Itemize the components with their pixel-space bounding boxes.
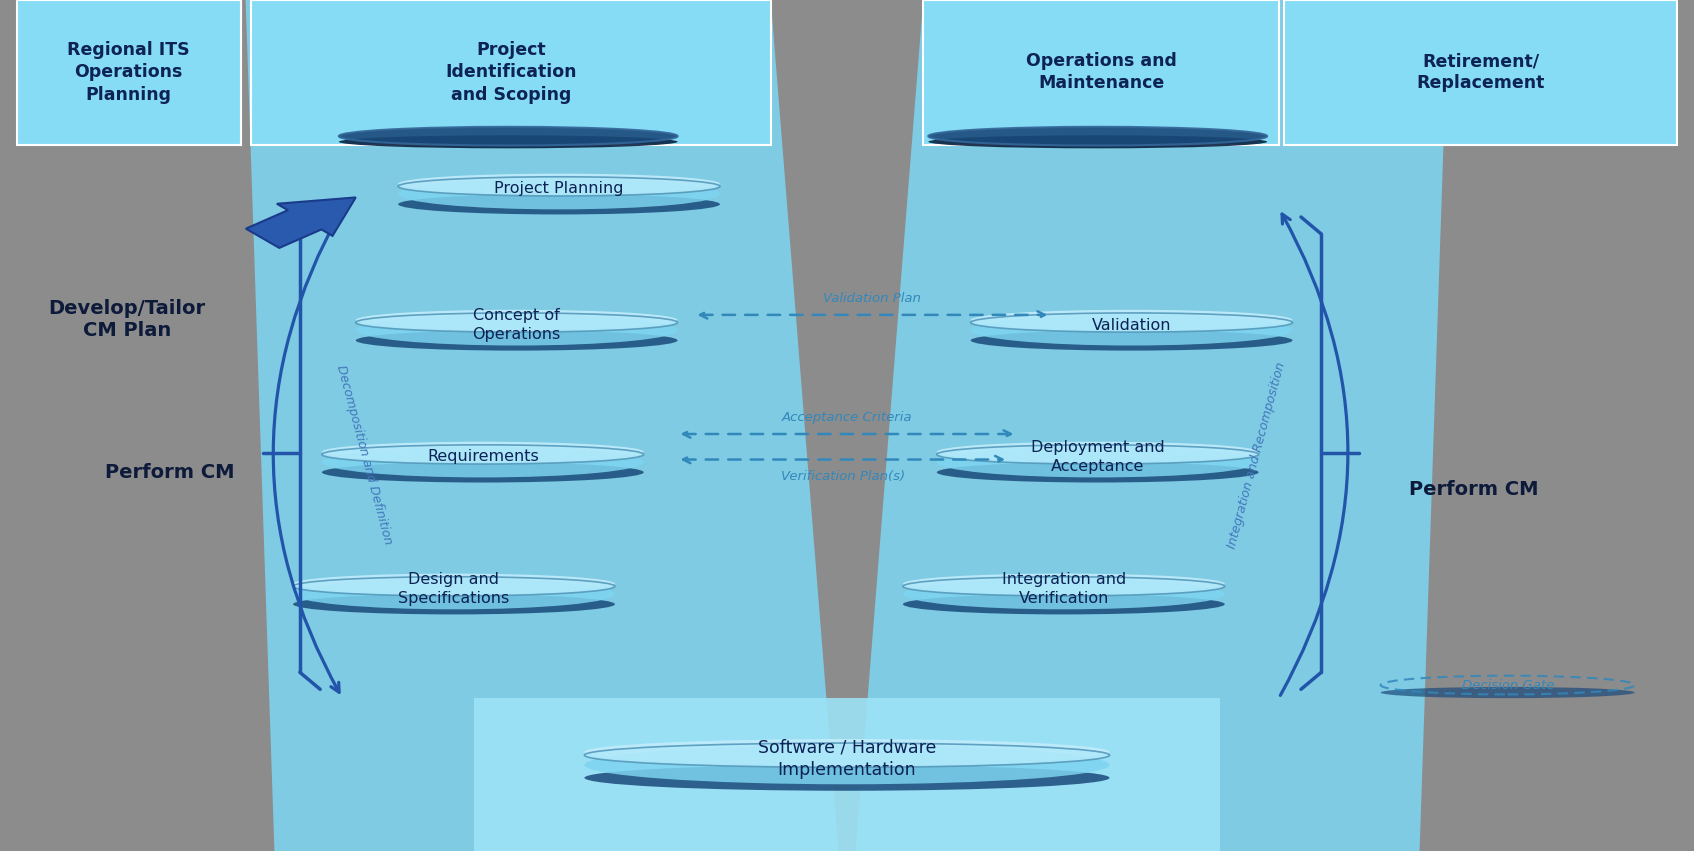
- Bar: [1284, 0, 1677, 145]
- Ellipse shape: [322, 442, 644, 462]
- Text: Perform CM: Perform CM: [105, 463, 234, 482]
- Ellipse shape: [339, 127, 678, 146]
- Text: Retirement/
Replacement: Retirement/ Replacement: [1416, 52, 1545, 93]
- Ellipse shape: [398, 179, 720, 209]
- Text: Develop/Tailor
CM Plan: Develop/Tailor CM Plan: [49, 299, 205, 340]
- Ellipse shape: [356, 315, 678, 346]
- Text: Integration and Recomposition: Integration and Recomposition: [1226, 361, 1287, 550]
- Ellipse shape: [903, 577, 1225, 596]
- Ellipse shape: [293, 594, 615, 614]
- Ellipse shape: [971, 313, 1293, 332]
- Ellipse shape: [293, 579, 615, 609]
- Ellipse shape: [937, 447, 1259, 477]
- Ellipse shape: [398, 194, 720, 214]
- Text: Decomposition and Definition: Decomposition and Definition: [334, 364, 395, 546]
- Ellipse shape: [903, 594, 1225, 614]
- Ellipse shape: [356, 313, 678, 332]
- Ellipse shape: [398, 174, 720, 194]
- Text: Project
Identification
and Scoping: Project Identification and Scoping: [446, 41, 576, 104]
- Polygon shape: [246, 0, 839, 851]
- Ellipse shape: [928, 135, 1267, 148]
- Polygon shape: [855, 0, 1448, 851]
- Ellipse shape: [322, 462, 644, 483]
- Ellipse shape: [937, 445, 1259, 464]
- Ellipse shape: [937, 442, 1259, 462]
- Bar: [17, 0, 241, 145]
- Text: Regional ITS
Operations
Planning: Regional ITS Operations Planning: [68, 41, 190, 104]
- Ellipse shape: [971, 310, 1293, 330]
- Ellipse shape: [928, 127, 1267, 146]
- Ellipse shape: [584, 765, 1110, 791]
- Text: Acceptance Criteria: Acceptance Criteria: [781, 411, 913, 424]
- Ellipse shape: [322, 447, 644, 477]
- Ellipse shape: [293, 574, 615, 594]
- Text: Requirements: Requirements: [427, 449, 539, 465]
- Ellipse shape: [971, 330, 1293, 351]
- FancyArrow shape: [246, 197, 356, 248]
- Ellipse shape: [293, 577, 615, 596]
- Text: Project Planning: Project Planning: [495, 181, 623, 197]
- Text: Perform CM: Perform CM: [1409, 480, 1538, 499]
- Ellipse shape: [903, 574, 1225, 594]
- Text: Validation Plan: Validation Plan: [823, 292, 922, 305]
- Ellipse shape: [584, 745, 1110, 785]
- Text: Concept of
Operations: Concept of Operations: [473, 308, 561, 342]
- Bar: [251, 0, 771, 145]
- Ellipse shape: [903, 579, 1225, 609]
- Polygon shape: [474, 698, 1220, 851]
- Ellipse shape: [356, 330, 678, 351]
- Ellipse shape: [584, 739, 1110, 765]
- Ellipse shape: [937, 462, 1259, 483]
- Ellipse shape: [339, 135, 678, 148]
- Text: Deployment and
Acceptance: Deployment and Acceptance: [1032, 440, 1164, 474]
- Ellipse shape: [584, 743, 1110, 768]
- Text: Validation: Validation: [1093, 317, 1171, 333]
- Text: Software / Hardware
Implementation: Software / Hardware Implementation: [757, 739, 937, 779]
- Text: Integration and
Verification: Integration and Verification: [1001, 572, 1127, 606]
- Ellipse shape: [398, 177, 720, 196]
- Ellipse shape: [1381, 687, 1635, 698]
- Text: Decision Gate: Decision Gate: [1462, 678, 1553, 692]
- Bar: [923, 0, 1279, 145]
- Ellipse shape: [356, 310, 678, 330]
- Text: Verification Plan(s): Verification Plan(s): [781, 470, 905, 483]
- Text: Operations and
Maintenance: Operations and Maintenance: [1025, 52, 1177, 93]
- Ellipse shape: [322, 445, 644, 464]
- Text: Design and
Specifications: Design and Specifications: [398, 572, 510, 606]
- Ellipse shape: [971, 315, 1293, 346]
